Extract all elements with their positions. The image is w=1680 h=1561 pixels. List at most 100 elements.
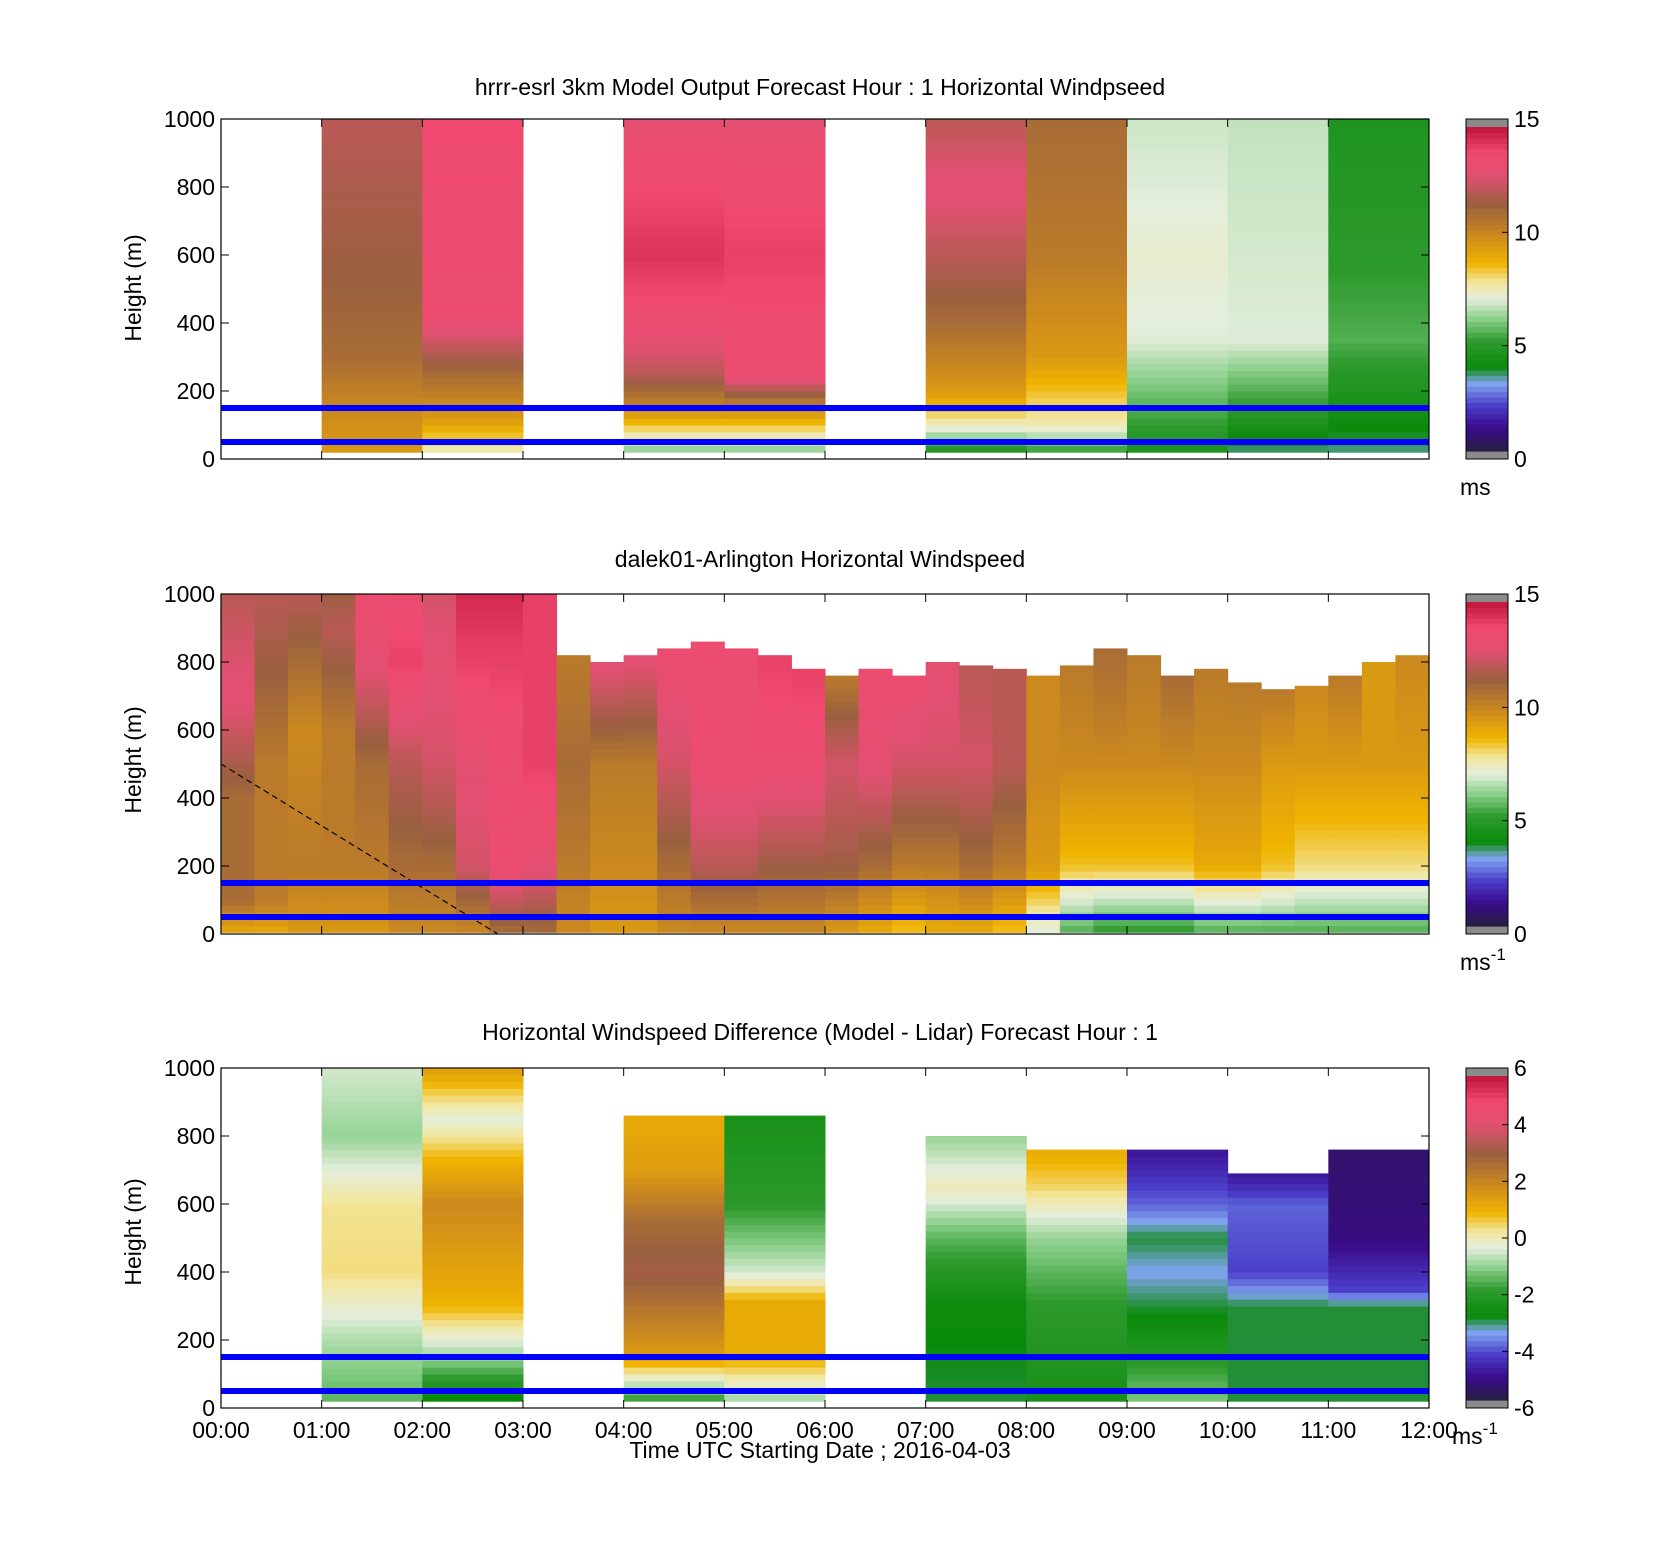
panel-lidar: dalek01-Arlington Horizontal Windspeed H… [120,546,1540,975]
data-cell [321,898,356,906]
data-cell [321,1081,423,1089]
data-cell [724,343,826,351]
data-cell [489,925,524,933]
data-cell [321,925,356,933]
data-cell [288,633,323,641]
data-cell [657,728,692,736]
data-cell [1026,741,1061,750]
data-cell [1026,173,1128,181]
data-cell [254,741,289,750]
colorbar-swatch [1466,429,1508,436]
data-cell [623,830,658,838]
data-cell [1194,864,1229,872]
data-cell [892,762,927,770]
data-cell [1194,891,1229,899]
data-cell [1328,796,1363,804]
colorbar-swatch [1466,699,1508,706]
data-cell [422,1238,524,1246]
data-cell [925,391,1027,399]
data-cell [489,667,524,675]
colorbar-swatch [1466,1081,1508,1088]
data-cell [724,377,826,385]
data-cell [288,694,323,702]
data-cell [1227,755,1262,763]
data-cell [959,843,994,852]
data-cell [724,119,826,127]
data-cell [1194,701,1229,709]
data-cell [321,680,356,688]
data-cell [1227,721,1262,729]
data-cell [321,1142,423,1151]
data-cell [422,180,524,188]
data-cell [1328,1258,1430,1266]
data-cell [321,221,423,229]
data-cell [925,1292,1027,1300]
data-cell [221,673,256,682]
data-cell [388,721,423,729]
data-column [1328,119,1430,453]
data-cell [1160,701,1195,709]
data-cell [1026,1176,1128,1185]
data-cell [590,857,625,865]
colorbar-swatch [1466,915,1508,922]
data-cell [623,1374,725,1382]
data-cell [992,850,1027,858]
data-cell [791,728,826,736]
data-cell [221,775,256,784]
data-cell [422,166,524,174]
data-cell [1227,884,1262,892]
data-cell [1127,680,1162,688]
data-cell [254,925,289,933]
data-cell [422,1136,524,1144]
y-tick-label: 400 [177,310,215,336]
data-cell [455,680,490,688]
data-cell [288,830,323,838]
data-cell [858,673,893,682]
data-cell [489,748,524,756]
data-cell [355,789,390,797]
data-cell [1059,898,1094,906]
data-column [925,662,960,933]
data-cell [657,694,692,702]
data-cell [221,762,256,770]
data-cell [556,905,591,913]
data-cell [1227,166,1329,174]
data-cell [1328,159,1430,168]
data-cell [254,891,289,899]
data-cell [858,918,893,926]
data-cell [791,891,826,899]
data-cell [1026,694,1061,702]
data-cell [1127,857,1162,865]
data-cell [321,316,423,324]
data-cell [288,857,323,865]
data-column [1059,665,1094,933]
x-axis-label: Time UTC Starting Date ; 2016-04-03 [629,1437,1010,1463]
data-cell [321,1238,423,1246]
data-cell [1127,187,1229,195]
data-cell [1227,1224,1329,1232]
data-cell [489,612,524,620]
data-cell [1328,687,1363,695]
data-cell [221,837,256,845]
data-cell [1328,329,1430,338]
data-cell [1026,316,1128,324]
data-cell [321,1095,423,1103]
data-cell [288,639,323,648]
data-cell [757,837,792,845]
data-cell [925,925,960,933]
data-cell [959,803,994,811]
data-cell [623,119,725,127]
data-cell [925,336,1027,344]
data-cell [724,1360,826,1368]
data-cell [422,850,457,858]
data-cell [1059,925,1094,933]
data-cell [1127,153,1229,161]
data-cell [1026,680,1061,688]
data-cell [724,864,759,872]
data-cell [657,803,692,811]
colorbar-swatch [1466,1194,1508,1201]
data-cell [623,1224,725,1232]
data-cell [1026,159,1128,168]
data-cell [1026,234,1128,242]
data-cell [1328,411,1430,419]
